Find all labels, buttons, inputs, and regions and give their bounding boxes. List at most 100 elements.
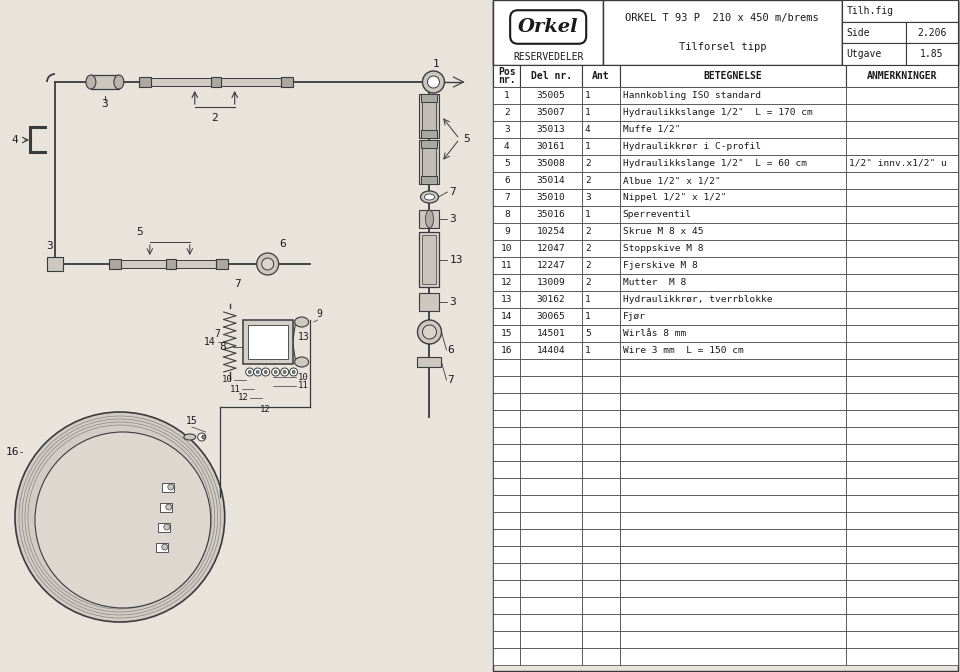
Bar <box>493 87 520 104</box>
Text: 5: 5 <box>504 159 510 168</box>
Ellipse shape <box>256 370 259 374</box>
Bar <box>582 325 620 342</box>
Bar <box>582 563 620 580</box>
Text: 6: 6 <box>447 345 454 355</box>
Bar <box>846 189 958 206</box>
Bar <box>520 308 582 325</box>
Bar <box>842 43 905 65</box>
Bar <box>582 529 620 546</box>
Bar <box>493 427 520 444</box>
Text: 12247: 12247 <box>537 261 565 270</box>
Text: 35007: 35007 <box>537 108 565 117</box>
Bar <box>582 138 620 155</box>
Bar <box>582 206 620 223</box>
Bar <box>846 223 958 240</box>
Text: Wirlås 8 mm: Wirlås 8 mm <box>623 329 686 338</box>
Bar <box>582 104 620 121</box>
Bar <box>493 529 520 546</box>
Text: 2: 2 <box>585 176 590 185</box>
Bar <box>620 529 846 546</box>
Bar <box>620 597 846 614</box>
Ellipse shape <box>292 370 295 374</box>
Ellipse shape <box>253 368 262 376</box>
Text: 2: 2 <box>585 278 590 287</box>
Bar <box>108 259 121 269</box>
Text: 2: 2 <box>504 108 510 117</box>
Bar <box>582 342 620 359</box>
Bar <box>493 631 520 648</box>
Bar <box>846 172 958 189</box>
Text: 35005: 35005 <box>537 91 565 100</box>
Bar <box>520 648 582 665</box>
Bar <box>620 512 846 529</box>
Text: 4: 4 <box>12 135 18 145</box>
Bar <box>166 259 176 269</box>
Bar <box>493 206 520 223</box>
Text: 30065: 30065 <box>537 312 565 321</box>
Bar <box>157 523 170 532</box>
Text: 5: 5 <box>464 134 470 144</box>
Bar <box>493 359 520 376</box>
Bar <box>846 121 958 138</box>
Bar <box>520 631 582 648</box>
Text: 30162: 30162 <box>537 295 565 304</box>
Text: 4: 4 <box>504 142 510 151</box>
Bar <box>846 512 958 529</box>
Bar <box>422 235 437 284</box>
Bar <box>582 308 620 325</box>
Bar <box>620 444 846 461</box>
Bar <box>493 495 520 512</box>
Bar <box>582 87 620 104</box>
Ellipse shape <box>166 504 172 510</box>
Bar <box>582 648 620 665</box>
Text: 35013: 35013 <box>537 125 565 134</box>
Bar <box>520 597 582 614</box>
Text: 35008: 35008 <box>537 159 565 168</box>
Bar <box>520 393 582 410</box>
Bar <box>420 140 440 184</box>
Bar <box>520 240 582 257</box>
Bar <box>221 78 280 86</box>
Bar <box>582 614 620 631</box>
Bar <box>493 104 520 121</box>
Text: Hydraulikkslange 1/2"  L = 170 cm: Hydraulikkslange 1/2" L = 170 cm <box>623 108 812 117</box>
Bar <box>159 503 172 512</box>
Text: nr.: nr. <box>498 75 516 85</box>
Bar <box>582 444 620 461</box>
Bar <box>493 308 520 325</box>
Bar <box>620 138 846 155</box>
Text: 13: 13 <box>449 255 463 265</box>
Bar <box>620 410 846 427</box>
Bar <box>520 580 582 597</box>
Bar <box>493 240 520 257</box>
Bar <box>493 291 520 308</box>
Text: 13: 13 <box>298 332 309 342</box>
Text: 15: 15 <box>186 416 198 426</box>
Bar <box>421 176 438 184</box>
Bar <box>520 444 582 461</box>
Bar <box>520 495 582 512</box>
Bar <box>846 240 958 257</box>
Bar <box>139 77 151 87</box>
Text: 11: 11 <box>298 382 308 390</box>
Text: 15: 15 <box>501 329 513 338</box>
Ellipse shape <box>162 544 168 550</box>
Ellipse shape <box>283 370 286 374</box>
Bar <box>620 376 846 393</box>
Ellipse shape <box>275 370 277 374</box>
Text: 9: 9 <box>504 227 510 236</box>
Bar <box>846 138 958 155</box>
Ellipse shape <box>114 75 124 89</box>
Ellipse shape <box>256 253 278 275</box>
Bar <box>582 223 620 240</box>
Ellipse shape <box>290 368 298 376</box>
Ellipse shape <box>183 434 196 440</box>
Text: 16: 16 <box>501 346 513 355</box>
Bar <box>493 257 520 274</box>
Bar <box>582 461 620 478</box>
Bar <box>162 483 174 492</box>
Text: 30161: 30161 <box>537 142 565 151</box>
Bar <box>520 563 582 580</box>
Ellipse shape <box>427 76 440 88</box>
Text: 1: 1 <box>585 91 590 100</box>
